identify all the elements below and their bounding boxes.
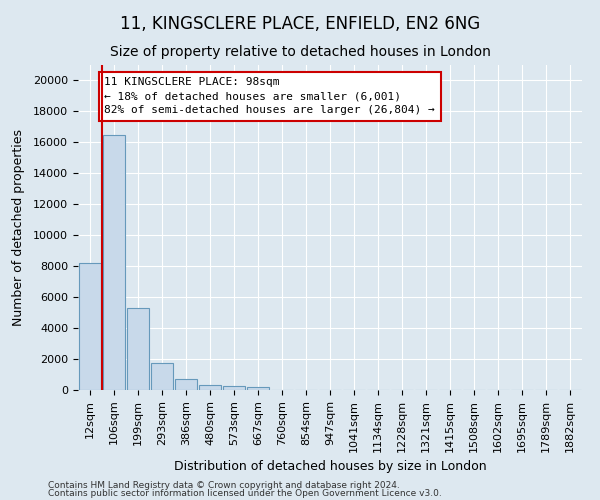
Bar [247,386,269,390]
Bar [175,379,197,390]
Text: Size of property relative to detached houses in London: Size of property relative to detached ho… [110,45,490,59]
Text: 11, KINGSCLERE PLACE, ENFIELD, EN2 6NG: 11, KINGSCLERE PLACE, ENFIELD, EN2 6NG [120,15,480,33]
Bar [223,386,245,390]
Bar [127,308,149,390]
Text: Contains HM Land Registry data © Crown copyright and database right 2024.: Contains HM Land Registry data © Crown c… [48,480,400,490]
Text: Contains public sector information licensed under the Open Government Licence v3: Contains public sector information licen… [48,489,442,498]
Bar [151,363,173,390]
Bar [103,134,125,390]
X-axis label: Distribution of detached houses by size in London: Distribution of detached houses by size … [173,460,487,473]
Bar [199,384,221,390]
Bar [79,263,101,390]
Text: 11 KINGSCLERE PLACE: 98sqm
← 18% of detached houses are smaller (6,001)
82% of s: 11 KINGSCLERE PLACE: 98sqm ← 18% of deta… [104,78,435,116]
Y-axis label: Number of detached properties: Number of detached properties [12,129,25,326]
